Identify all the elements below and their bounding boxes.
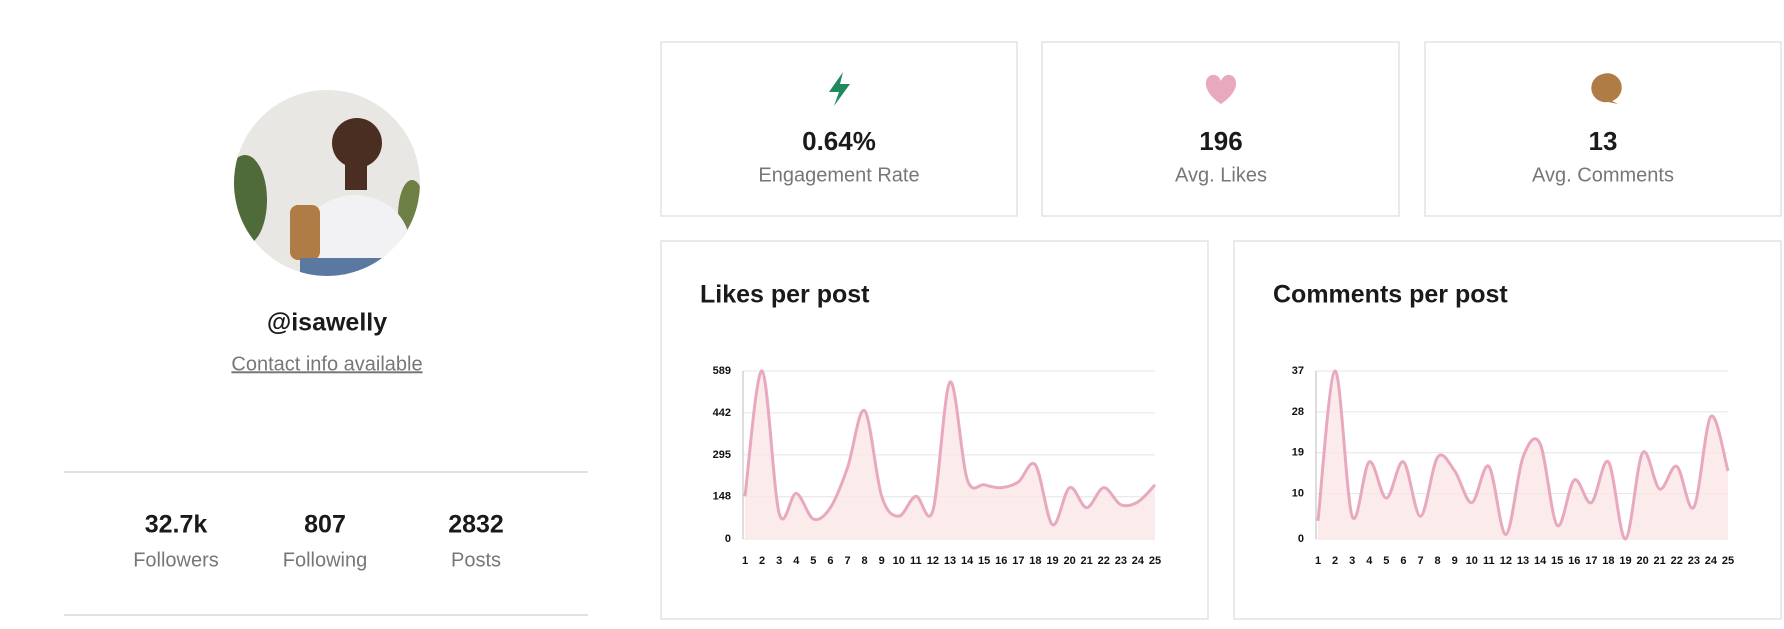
y-tick-label: 37 xyxy=(1292,365,1304,377)
x-tick-label: 2 xyxy=(1332,555,1338,567)
x-tick-label: 17 xyxy=(1012,555,1024,567)
y-tick-label: 28 xyxy=(1292,406,1304,418)
x-tick-label: 12 xyxy=(927,555,939,567)
x-tick-label: 18 xyxy=(1029,555,1041,567)
metric-label: Avg. Comments xyxy=(1532,164,1674,186)
stat-label: Following xyxy=(283,549,367,571)
x-tick-label: 14 xyxy=(961,555,974,567)
handle: @isawelly xyxy=(267,309,387,337)
x-tick-label: 4 xyxy=(793,555,800,567)
x-tick-label: 23 xyxy=(1688,555,1700,567)
x-tick-label: 13 xyxy=(1517,555,1529,567)
x-tick-label: 1 xyxy=(742,555,748,567)
x-tick-label: 2 xyxy=(759,555,765,567)
x-tick-label: 16 xyxy=(995,555,1007,567)
area xyxy=(745,370,1155,539)
x-tick-label: 6 xyxy=(827,555,833,567)
x-tick-label: 6 xyxy=(1400,555,1406,567)
x-tick-label: 11 xyxy=(1483,555,1495,567)
stat-value: 2832 xyxy=(448,511,504,539)
y-tick-label: 0 xyxy=(725,533,731,545)
stat-label: Posts xyxy=(451,549,501,571)
metric-card xyxy=(660,41,1018,217)
stat-label: Followers xyxy=(133,549,219,571)
x-tick-label: 17 xyxy=(1585,555,1597,567)
y-tick-label: 19 xyxy=(1292,447,1304,459)
x-tick-label: 22 xyxy=(1098,555,1110,567)
x-tick-label: 13 xyxy=(944,555,956,567)
avatar xyxy=(234,90,420,276)
y-tick-label: 295 xyxy=(713,449,731,461)
x-tick-label: 9 xyxy=(1452,555,1458,567)
y-tick-label: 589 xyxy=(713,365,731,377)
heart-icon xyxy=(1205,74,1237,104)
x-tick-label: 24 xyxy=(1132,555,1145,567)
y-tick-label: 10 xyxy=(1292,488,1304,500)
x-tick-label: 1 xyxy=(1315,555,1321,567)
x-tick-label: 20 xyxy=(1636,555,1648,567)
x-tick-label: 10 xyxy=(1466,555,1478,567)
x-tick-label: 5 xyxy=(810,555,816,567)
line xyxy=(1316,369,1730,541)
x-tick-label: 22 xyxy=(1671,555,1683,567)
x-tick-label: 19 xyxy=(1619,555,1631,567)
chart-title: Likes per post xyxy=(700,281,870,309)
x-tick-label: 24 xyxy=(1705,555,1718,567)
x-tick-label: 4 xyxy=(1366,555,1373,567)
x-tick-label: 3 xyxy=(1349,555,1355,567)
x-tick-label: 11 xyxy=(910,555,922,567)
x-tick-label: 16 xyxy=(1568,555,1580,567)
y-tick-label: 0 xyxy=(1298,533,1304,545)
metric-value: 0.64% xyxy=(802,126,876,156)
x-tick-label: 14 xyxy=(1534,555,1547,567)
x-tick-label: 23 xyxy=(1115,555,1127,567)
x-tick-label: 25 xyxy=(1722,555,1734,567)
x-tick-label: 7 xyxy=(844,555,850,567)
x-tick-label: 5 xyxy=(1383,555,1389,567)
metric-label: Engagement Rate xyxy=(758,164,919,186)
x-tick-label: 9 xyxy=(879,555,885,567)
metric-label: Avg. Likes xyxy=(1175,164,1267,186)
y-tick-label: 442 xyxy=(713,407,731,419)
x-tick-label: 18 xyxy=(1602,555,1614,567)
stat-value: 32.7k xyxy=(145,511,208,539)
x-tick-label: 19 xyxy=(1046,555,1058,567)
x-tick-label: 7 xyxy=(1417,555,1423,567)
metric-value: 196 xyxy=(1199,126,1242,156)
x-tick-label: 12 xyxy=(1500,555,1512,567)
comment-icon xyxy=(1591,73,1622,104)
metric-card xyxy=(1424,41,1782,217)
stat-value: 807 xyxy=(304,511,346,539)
metric-value: 13 xyxy=(1589,126,1618,156)
y-tick-label: 148 xyxy=(713,491,731,503)
metric-card xyxy=(1041,41,1400,217)
x-tick-label: 8 xyxy=(862,555,868,567)
bolt-icon xyxy=(829,72,850,106)
x-tick-label: 21 xyxy=(1654,555,1666,567)
contact-link[interactable]: Contact info available xyxy=(231,353,422,375)
x-tick-label: 15 xyxy=(1551,555,1563,567)
x-tick-label: 21 xyxy=(1081,555,1093,567)
x-tick-label: 25 xyxy=(1149,555,1161,567)
x-tick-label: 8 xyxy=(1435,555,1441,567)
x-tick-label: 20 xyxy=(1063,555,1075,567)
line xyxy=(743,369,1157,527)
x-tick-label: 3 xyxy=(776,555,782,567)
x-tick-label: 15 xyxy=(978,555,990,567)
x-tick-label: 10 xyxy=(893,555,905,567)
chart-title: Comments per post xyxy=(1273,281,1508,309)
